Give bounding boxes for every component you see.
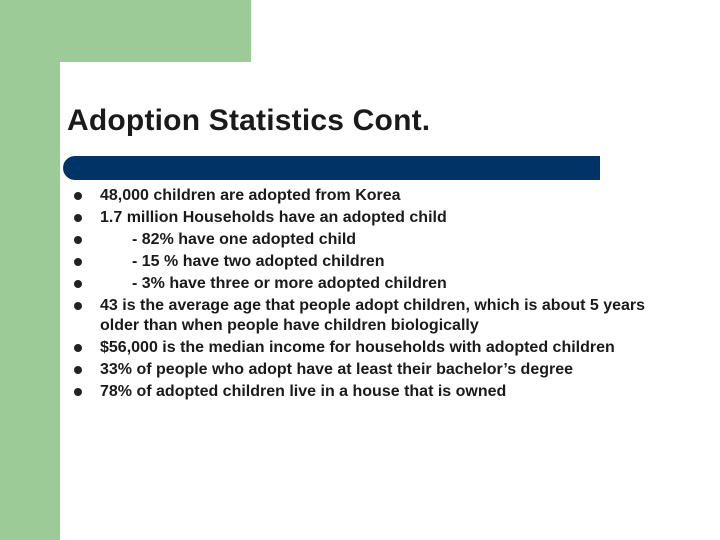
bullet-text: - 3% have three or more adopted children	[132, 275, 447, 292]
list-item: - 82% have one adopted child	[74, 230, 674, 250]
bullet-icon	[74, 343, 82, 352]
bullet-text: 33% of people who adopt have at least th…	[100, 360, 574, 378]
bullet-icon	[74, 387, 82, 396]
bullet-text: 48,000 children are adopted from Korea	[100, 187, 401, 204]
list-item: 43 is the average age that people adopt …	[74, 296, 674, 335]
list-item: 33% of people who adopt have at least th…	[74, 360, 674, 380]
bullet-text: 78% of adopted children live in a house …	[100, 382, 507, 400]
bullet-text: 43 is the average age that people adopt …	[100, 297, 646, 334]
top-accent-block	[0, 0, 251, 62]
bullet-icon	[74, 214, 82, 222]
left-accent-bar	[0, 0, 60, 540]
list-item: 1.7 million Households have an adopted c…	[74, 208, 674, 228]
bullet-text: - 15 % have two adopted children	[132, 253, 385, 270]
bullet-text: - 82% have one adopted child	[132, 231, 357, 248]
bullet-icon	[74, 280, 82, 288]
list-item: 78% of adopted children live in a house …	[74, 382, 674, 402]
list-item: 48,000 children are adopted from Korea	[74, 186, 674, 206]
bullet-icon	[74, 236, 82, 244]
list-item: - 15 % have two adopted children	[74, 252, 674, 272]
bullet-icon	[74, 258, 82, 266]
bullet-icon	[74, 365, 82, 374]
bullet-list: 48,000 children are adopted from Korea 1…	[74, 186, 674, 404]
bullet-icon	[74, 302, 82, 310]
title-underline-bar	[63, 156, 600, 180]
content-panel	[60, 62, 720, 540]
bullet-text: $56,000 is the median income for househo…	[100, 338, 615, 356]
bullet-text: 1.7 million Households have an adopted c…	[100, 209, 447, 226]
list-item: $56,000 is the median income for househo…	[74, 338, 674, 358]
bullet-icon	[74, 192, 82, 200]
slide-title: Adoption Statistics Cont.	[67, 104, 431, 137]
list-item: - 3% have three or more adopted children	[74, 274, 674, 294]
